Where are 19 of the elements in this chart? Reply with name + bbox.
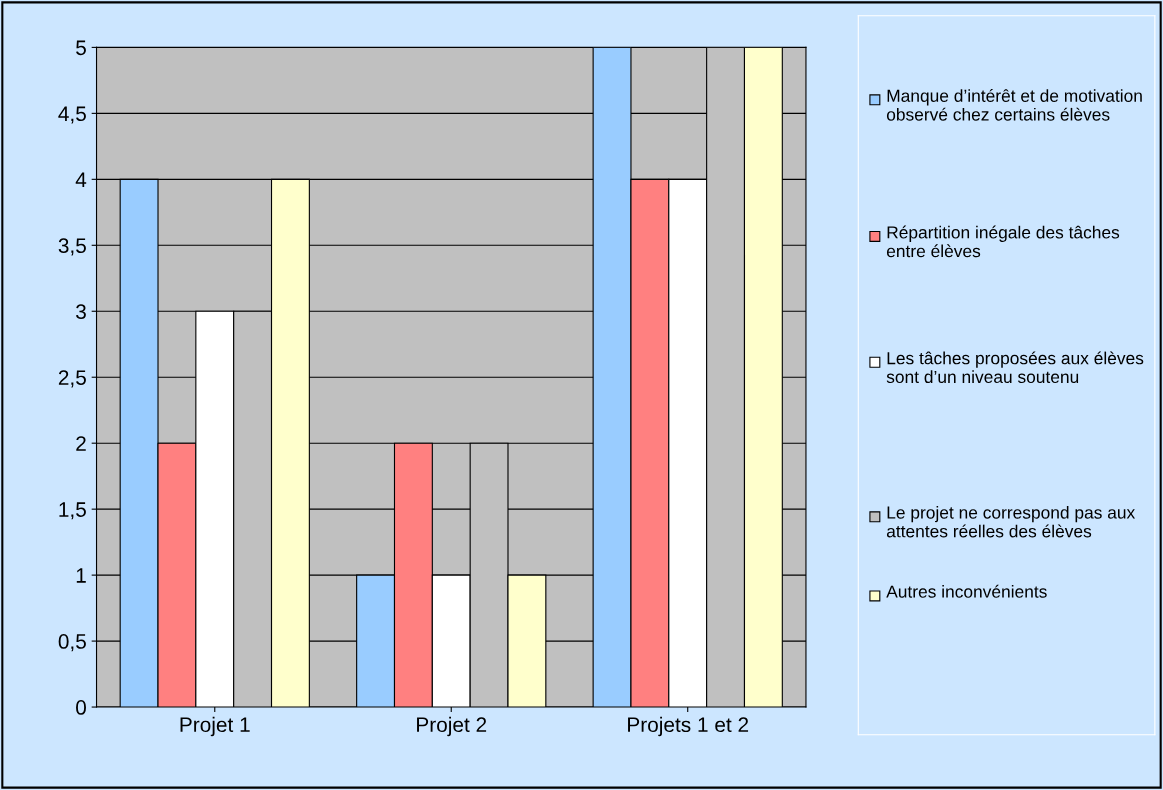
y-tick-label: 0 — [76, 700, 86, 715]
y-tick-label: 4 — [75, 172, 87, 187]
y-tick-label: 5 — [76, 40, 86, 56]
y-tick-label: 1 — [76, 568, 86, 583]
legend-label: Répartition inégale des tâches entre élèves — [886, 225, 1120, 258]
y-tick-label: 3,5 — [58, 238, 86, 256]
y-tick-label: 4,5 — [58, 106, 86, 124]
x-tick-label: Projets 1 et 2 — [628, 716, 749, 737]
legend-label: Manque d’intérêt et de motivation observé chez certains élèves — [886, 88, 1142, 121]
legend-label: Autres inconvénients — [886, 584, 1047, 598]
y-tick-label: 3 — [76, 304, 86, 320]
y-tick-label: 1,5 — [59, 502, 86, 520]
y-tick-label: 2,5 — [58, 370, 86, 388]
y-tick-label: 0,5 — [58, 634, 86, 652]
x-tick-label: Projet 1 — [180, 716, 250, 737]
y-tick-label: 2 — [76, 436, 86, 451]
legend-label: Le projet ne correspond pas aux attentes réelles des élèves — [886, 505, 1136, 538]
legend-label: Les tâches proposées aux élèves sont d’un niveau soutenu — [886, 351, 1144, 384]
x-tick-label: Projet 2 — [417, 716, 487, 737]
